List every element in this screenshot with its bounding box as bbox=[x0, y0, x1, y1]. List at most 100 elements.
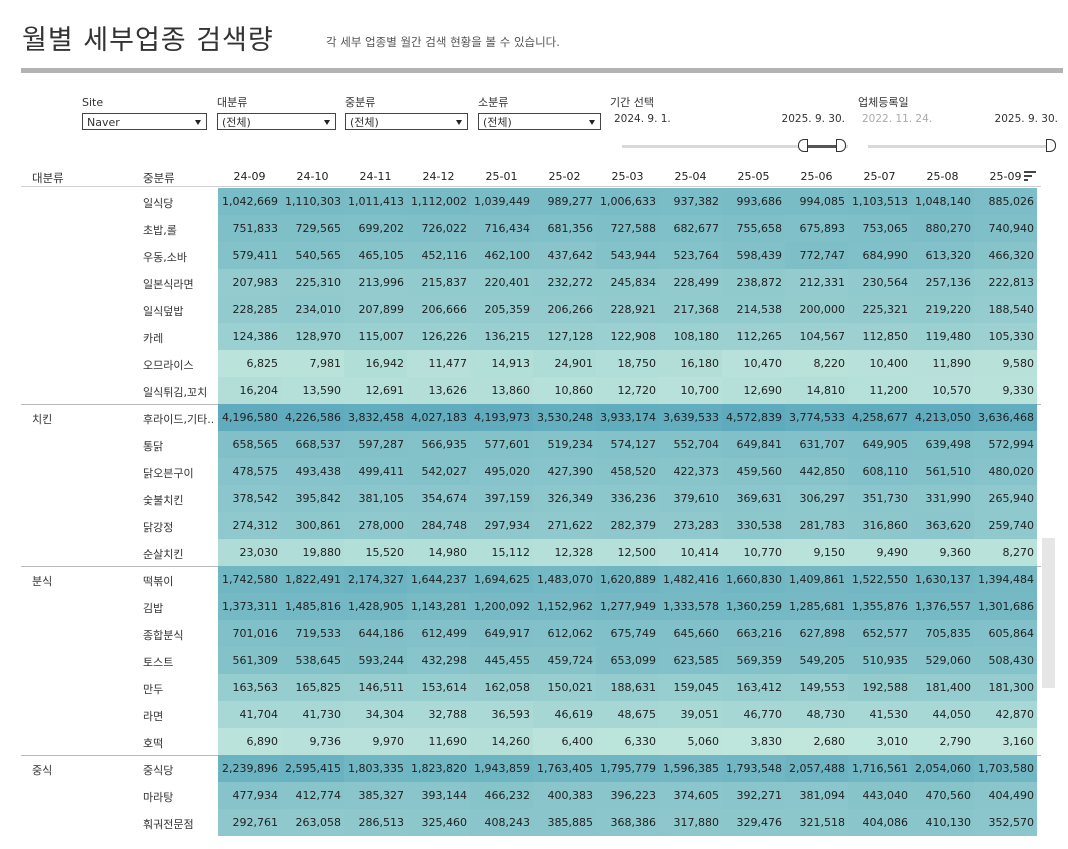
table-cell[interactable]: 42,870 bbox=[974, 701, 1037, 728]
table-cell[interactable]: 605,864 bbox=[974, 620, 1037, 647]
table-cell[interactable]: 16,180 bbox=[659, 350, 722, 377]
table-cell[interactable]: 465,105 bbox=[344, 242, 407, 269]
table-cell[interactable]: 397,159 bbox=[470, 485, 533, 512]
table-cell[interactable]: 993,686 bbox=[722, 188, 785, 215]
table-row[interactable]: 닭오븐구이 478,575 493,438 499,411 542,027 495,020… bbox=[21, 458, 1041, 485]
table-cell[interactable]: 631,707 bbox=[785, 431, 848, 458]
table-row[interactable]: 토스트 561,309 538,645 593,244 432,298 445,455 45… bbox=[21, 647, 1041, 674]
table-cell[interactable]: 162,058 bbox=[470, 674, 533, 701]
table-cell[interactable]: 1,793,548 bbox=[722, 755, 785, 782]
table-cell[interactable]: 452,116 bbox=[407, 242, 470, 269]
table-cell[interactable]: 466,320 bbox=[974, 242, 1037, 269]
table-cell[interactable]: 510,935 bbox=[848, 647, 911, 674]
table-cell[interactable]: 122,908 bbox=[596, 323, 659, 350]
table-cell[interactable]: 652,577 bbox=[848, 620, 911, 647]
table-cell[interactable]: 238,872 bbox=[722, 269, 785, 296]
table-cell[interactable]: 10,770 bbox=[722, 539, 785, 566]
table-cell[interactable]: 508,430 bbox=[974, 647, 1037, 674]
table-cell[interactable]: 10,570 bbox=[911, 377, 974, 404]
table-row[interactable]: 호떡 6,890 9,736 9,970 11,690 14,260 6,400 6,330 5… bbox=[21, 728, 1041, 755]
table-cell[interactable]: 284,748 bbox=[407, 512, 470, 539]
table-cell[interactable]: 351,730 bbox=[848, 485, 911, 512]
table-cell[interactable]: 297,934 bbox=[470, 512, 533, 539]
table-cell[interactable]: 442,850 bbox=[785, 458, 848, 485]
table-cell[interactable]: 653,099 bbox=[596, 647, 659, 674]
table-cell[interactable]: 5,060 bbox=[659, 728, 722, 755]
table-cell[interactable]: 400,383 bbox=[533, 782, 596, 809]
table-cell[interactable]: 1,409,861 bbox=[785, 566, 848, 593]
table-cell[interactable]: 24,901 bbox=[533, 350, 596, 377]
table-cell[interactable]: 1,277,949 bbox=[596, 593, 659, 620]
table-row[interactable]: 순살치킨 23,030 19,880 15,520 14,980 15,112 12,328… bbox=[21, 539, 1041, 566]
table-cell[interactable]: 1,394,484 bbox=[974, 566, 1037, 593]
table-cell[interactable]: 14,260 bbox=[470, 728, 533, 755]
table-cell[interactable]: 385,327 bbox=[344, 782, 407, 809]
table-cell[interactable]: 46,770 bbox=[722, 701, 785, 728]
table-cell[interactable]: 3,160 bbox=[974, 728, 1037, 755]
table-cell[interactable]: 1,143,281 bbox=[407, 593, 470, 620]
table-cell[interactable]: 321,518 bbox=[785, 809, 848, 836]
table-cell[interactable]: 385,885 bbox=[533, 809, 596, 836]
period-slider-end-handle[interactable] bbox=[836, 139, 846, 152]
table-cell[interactable]: 937,382 bbox=[659, 188, 722, 215]
table-cell[interactable]: 6,330 bbox=[596, 728, 659, 755]
table-cell[interactable]: 149,553 bbox=[785, 674, 848, 701]
table-cell[interactable]: 719,533 bbox=[281, 620, 344, 647]
table-cell[interactable]: 325,460 bbox=[407, 809, 470, 836]
table-cell[interactable]: 11,200 bbox=[848, 377, 911, 404]
table-cell[interactable]: 274,312 bbox=[218, 512, 281, 539]
table-cell[interactable]: 1,660,830 bbox=[722, 566, 785, 593]
table-cell[interactable]: 14,980 bbox=[407, 539, 470, 566]
minor-dropdown[interactable]: (전체) bbox=[478, 113, 601, 130]
table-cell[interactable]: 188,540 bbox=[974, 296, 1037, 323]
table-cell[interactable]: 271,622 bbox=[533, 512, 596, 539]
table-row[interactable]: 치킨 후라이드,기타.. 4,196,580 4,226,586 3,832,458 4,… bbox=[21, 404, 1041, 431]
table-cell[interactable]: 136,215 bbox=[470, 323, 533, 350]
month-header[interactable]: 25-07 bbox=[863, 170, 896, 183]
table-cell[interactable]: 2,239,896 bbox=[218, 755, 281, 782]
table-cell[interactable]: 1,620,889 bbox=[596, 566, 659, 593]
table-cell[interactable]: 569,359 bbox=[722, 647, 785, 674]
table-cell[interactable]: 44,050 bbox=[911, 701, 974, 728]
table-cell[interactable]: 245,834 bbox=[596, 269, 659, 296]
table-cell[interactable]: 644,186 bbox=[344, 620, 407, 647]
table-cell[interactable]: 257,136 bbox=[911, 269, 974, 296]
table-cell[interactable]: 2,054,060 bbox=[911, 755, 974, 782]
table-cell[interactable]: 1,103,513 bbox=[848, 188, 911, 215]
table-cell[interactable]: 286,513 bbox=[344, 809, 407, 836]
table-cell[interactable]: 146,511 bbox=[344, 674, 407, 701]
table-cell[interactable]: 181,300 bbox=[974, 674, 1037, 701]
table-cell[interactable]: 19,880 bbox=[281, 539, 344, 566]
table-cell[interactable]: 598,439 bbox=[722, 242, 785, 269]
table-cell[interactable]: 1,630,137 bbox=[911, 566, 974, 593]
table-cell[interactable]: 112,850 bbox=[848, 323, 911, 350]
table-cell[interactable]: 727,588 bbox=[596, 215, 659, 242]
table-cell[interactable]: 10,414 bbox=[659, 539, 722, 566]
table-cell[interactable]: 9,970 bbox=[344, 728, 407, 755]
table-cell[interactable]: 11,890 bbox=[911, 350, 974, 377]
table-cell[interactable]: 48,675 bbox=[596, 701, 659, 728]
table-cell[interactable]: 1,373,311 bbox=[218, 593, 281, 620]
table-cell[interactable]: 225,321 bbox=[848, 296, 911, 323]
table-cell[interactable]: 215,837 bbox=[407, 269, 470, 296]
table-cell[interactable]: 410,130 bbox=[911, 809, 974, 836]
registered-slider-end-handle[interactable] bbox=[1046, 139, 1056, 152]
table-cell[interactable]: 14,810 bbox=[785, 377, 848, 404]
table-row[interactable]: 오므라이스 6,825 7,981 16,942 11,477 14,913 24,901 1… bbox=[21, 350, 1041, 377]
table-cell[interactable]: 331,990 bbox=[911, 485, 974, 512]
table-cell[interactable]: 128,970 bbox=[281, 323, 344, 350]
table-cell[interactable]: 412,774 bbox=[281, 782, 344, 809]
table-cell[interactable]: 593,244 bbox=[344, 647, 407, 674]
month-header[interactable]: 25-01 bbox=[485, 170, 518, 183]
table-cell[interactable]: 495,020 bbox=[470, 458, 533, 485]
table-cell[interactable]: 396,223 bbox=[596, 782, 659, 809]
table-cell[interactable]: 12,500 bbox=[596, 539, 659, 566]
table-cell[interactable]: 1,522,550 bbox=[848, 566, 911, 593]
table-cell[interactable]: 14,913 bbox=[470, 350, 533, 377]
table-cell[interactable]: 574,127 bbox=[596, 431, 659, 458]
table-cell[interactable]: 165,825 bbox=[281, 674, 344, 701]
table-cell[interactable]: 432,298 bbox=[407, 647, 470, 674]
table-row[interactable]: 만두 163,563 165,825 146,511 153,614 162,058 150… bbox=[21, 674, 1041, 701]
table-cell[interactable]: 306,297 bbox=[785, 485, 848, 512]
table-cell[interactable]: 1,333,578 bbox=[659, 593, 722, 620]
